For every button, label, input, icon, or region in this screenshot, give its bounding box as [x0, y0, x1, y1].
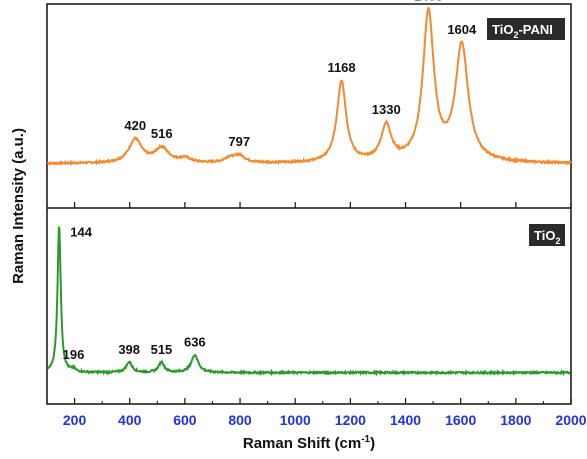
- x-axis-title-sup: -1: [361, 434, 370, 445]
- x-tick-label-800: 800: [228, 412, 252, 428]
- legend-box-0: [487, 18, 565, 40]
- x-tick-label-1400: 1400: [390, 412, 421, 428]
- y-axis-title: Raman Intensity (a.u.): [10, 128, 27, 284]
- peak-label-0-8: 1604: [447, 22, 477, 37]
- x-tick-label-200: 200: [63, 412, 87, 428]
- peak-label-1-0: 144: [70, 224, 92, 239]
- peak-label-0-6: 1330: [372, 102, 401, 117]
- peak-label-1-4: 636: [184, 335, 206, 350]
- x-axis-title-end: ): [370, 435, 375, 452]
- peak-label-0-7: 1483: [414, 0, 443, 4]
- legend-label-0: TiO2-PANI: [492, 22, 553, 40]
- peak-label-0-0: 420: [124, 118, 146, 133]
- x-tick-label-400: 400: [118, 412, 142, 428]
- x-tick-label-1600: 1600: [445, 412, 476, 428]
- x-axis-title-main: Raman Shift (cm: [243, 435, 361, 452]
- series-line-1: [47, 225, 571, 377]
- x-tick-label-1800: 1800: [500, 412, 531, 428]
- peak-label-0-4: 797: [228, 134, 250, 149]
- x-tick-label-1000: 1000: [280, 412, 311, 428]
- peak-label-1-2: 398: [118, 342, 140, 357]
- peak-label-1-1: 196: [63, 347, 85, 362]
- x-tick-label-600: 600: [173, 412, 197, 428]
- series-line-0: [47, 6, 572, 166]
- legend-label-1: TiO2: [534, 228, 560, 246]
- peak-label-0-5: 1168: [327, 60, 355, 75]
- legend-box-1: [529, 224, 565, 246]
- peak-labels: 420 516 797 1168 1330 1483 1604 144 196 398 515 636: [63, 0, 477, 362]
- x-tick-label-2000: 2000: [555, 412, 586, 428]
- x-tick-label-1200: 1200: [335, 412, 366, 428]
- series-group: [47, 6, 572, 377]
- peak-label-1-3: 515: [151, 342, 173, 357]
- legend-group: TiO2-PANI TiO2: [487, 18, 565, 246]
- x-axis-ticks: 200 400 600 800 1000 1200 1400 1600 1800 2000: [46, 202, 587, 428]
- peak-label-0-1: 516: [151, 126, 173, 141]
- x-axis-title: Raman Shift (cm-1): [243, 434, 375, 452]
